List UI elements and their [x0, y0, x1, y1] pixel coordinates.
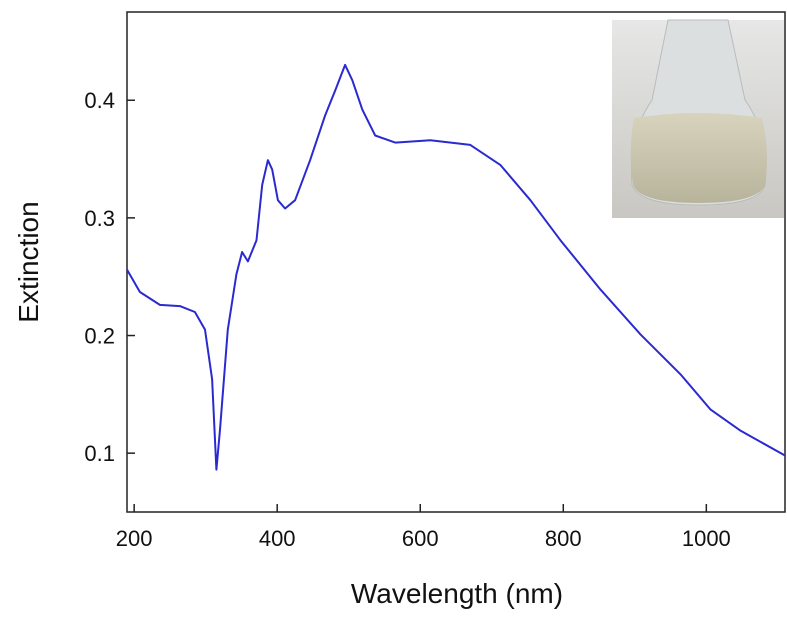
x-tick-label: 1000	[682, 526, 731, 551]
x-tick-label: 600	[402, 526, 439, 551]
y-tick-label: 0.3	[84, 206, 115, 231]
x-axis-title: Wavelength (nm)	[351, 578, 563, 609]
inset-photo	[612, 19, 784, 218]
y-tick-label: 0.4	[84, 88, 115, 113]
data-line	[126, 63, 786, 471]
y-axis-title: Extinction	[13, 201, 44, 322]
x-tick-label: 400	[259, 526, 296, 551]
plot-frame	[126, 11, 786, 513]
x-tick-label: 200	[116, 526, 153, 551]
y-tick-label: 0.2	[84, 324, 115, 349]
y-tick-label: 0.1	[84, 441, 115, 466]
x-tick-label: 800	[545, 526, 582, 551]
